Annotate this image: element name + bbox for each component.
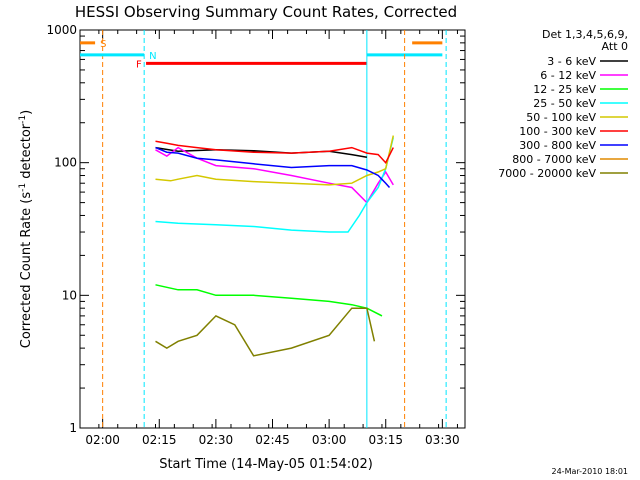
footer-date: 24-Mar-2010 18:01 — [552, 467, 629, 476]
legend-label: 800 - 7000 keV — [512, 153, 596, 166]
x-tick-label: 02:45 — [255, 433, 290, 447]
y-tick-label: 1000 — [46, 23, 77, 37]
event-label: N — [149, 51, 156, 62]
series-line — [155, 140, 394, 165]
series-line — [155, 284, 383, 317]
legend-label: 3 - 6 keV — [547, 55, 596, 68]
legend-label: 25 - 50 keV — [533, 97, 596, 110]
series-line — [155, 146, 391, 188]
legend-label: 300 - 800 keV — [519, 139, 596, 152]
series-line — [155, 135, 395, 186]
series-line — [155, 137, 395, 233]
event-label: S — [100, 39, 106, 50]
legend-header: Att 0 — [602, 40, 628, 53]
x-tick-label: 03:00 — [312, 433, 347, 447]
legend-label: 6 - 12 keV — [540, 69, 596, 82]
y-tick-label: 10 — [62, 288, 77, 302]
x-tick-label: 03:15 — [368, 433, 403, 447]
x-tick-label: 02:00 — [85, 433, 120, 447]
legend-label: 7000 - 20000 keV — [498, 167, 596, 180]
legend-header: Det 1,3,4,5,6,9, — [542, 28, 628, 41]
event-bars: S NF — [80, 30, 447, 428]
series-line — [155, 307, 376, 357]
x-tick-label: 03:30 — [425, 433, 460, 447]
y-tick-label: 100 — [54, 156, 77, 170]
legend-label: 100 - 300 keV — [519, 125, 596, 138]
series-lines — [155, 135, 395, 357]
legend-label: 50 - 100 keV — [526, 111, 596, 124]
chart-title: HESSI Observing Summary Count Rates, Cor… — [75, 3, 457, 21]
y-axis-label: Corrected Count Rate (s-1 detector-1) — [18, 110, 34, 348]
x-axis-label: Start Time (14-May-05 01:54:02) — [159, 457, 373, 472]
y-tick-label: 1 — [69, 421, 77, 435]
event-label: F — [136, 59, 142, 70]
x-tick-label: 02:15 — [142, 433, 177, 447]
legend-label: 12 - 25 keV — [533, 83, 596, 96]
axis-ticks: 02:00 02:15 02:30 02:45 03:00 03:15 03:30 1 10 10… — [46, 23, 465, 447]
series-line — [155, 146, 394, 204]
x-tick-label: 02:30 — [199, 433, 234, 447]
